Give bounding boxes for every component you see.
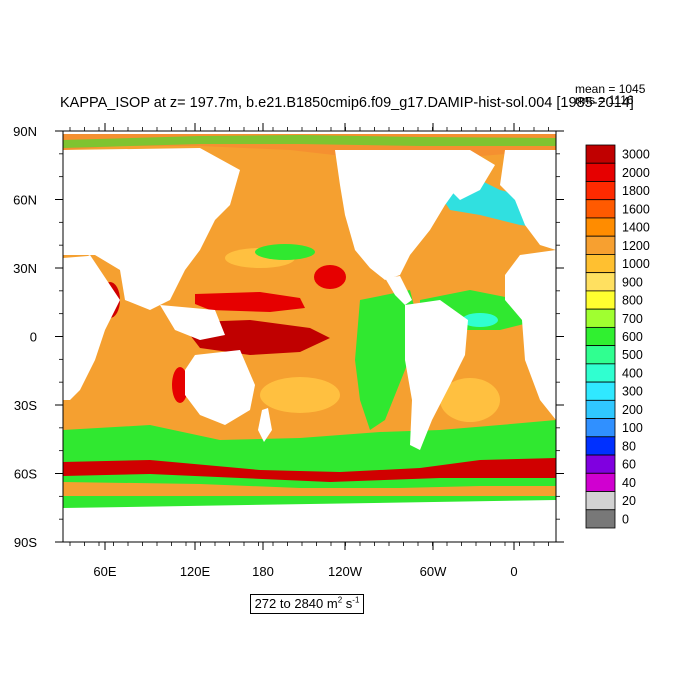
- antarctica: [63, 500, 556, 542]
- australia: [185, 350, 255, 425]
- equatorial-pacific-max: [190, 320, 330, 355]
- central-america: [385, 276, 412, 305]
- x-tick-label: 60E: [93, 564, 116, 579]
- hawaii-max: [314, 265, 346, 289]
- y-tick-label: 60S: [14, 467, 37, 482]
- east-pacific-green: [355, 290, 420, 430]
- colorbar-label: 100: [622, 421, 643, 435]
- colorbar-label: 20: [622, 494, 636, 508]
- colorbar-label: 40: [622, 476, 636, 490]
- colorbar-label: 1600: [622, 202, 650, 216]
- x-tick-label: 180: [252, 564, 274, 579]
- arctic-land: [63, 131, 556, 134]
- range-unit: s: [342, 596, 353, 611]
- colorbar-box: [585, 363, 616, 383]
- south-america: [405, 300, 468, 450]
- x-tick-label: 120E: [180, 564, 211, 579]
- arctic-green-edge: [63, 135, 556, 148]
- y-tick-label: 90N: [13, 124, 37, 139]
- colorbar-box: [585, 381, 616, 401]
- colorbar-box: [585, 162, 616, 182]
- north-pacific-green: [255, 244, 315, 260]
- x-tick-label: 60W: [420, 564, 447, 579]
- colorbar-box: [585, 326, 616, 347]
- new-zealand: [258, 408, 272, 442]
- arabia: [63, 256, 100, 310]
- colorbar: 3000200018001600140012001000900800700600…: [585, 144, 650, 529]
- colorbar-label: 3000: [622, 148, 650, 162]
- y-tick-label: 90S: [14, 535, 37, 550]
- colorbar-box: [585, 217, 616, 237]
- y-tick-label: 0: [30, 330, 37, 345]
- colorbar-label: 700: [622, 312, 643, 326]
- range-exp-1: 2: [337, 595, 343, 605]
- colorbar-box: [585, 144, 616, 164]
- colorbar-label: 800: [622, 294, 643, 308]
- colorbar-box: [585, 181, 616, 201]
- antarctic-red-edge: [63, 458, 556, 482]
- plot-title: KAPPA_ISOP at z= 197.7m, b.e21.B1850cmip…: [60, 95, 634, 111]
- colorbar-box: [585, 235, 616, 255]
- mean-label: mean = 1045: [575, 82, 646, 96]
- rms-label: rms = 1116: [575, 93, 634, 107]
- y-tick-label: 60N: [13, 193, 37, 208]
- caribbean-cyan: [462, 313, 498, 327]
- colorbar-box: [585, 472, 616, 492]
- colorbar-box: [585, 418, 616, 438]
- atlantic-south-yellow: [440, 378, 500, 422]
- colorbar-label: 1800: [622, 184, 650, 198]
- indian-red: [172, 367, 188, 403]
- range-label: 272 to 2840 m2 s-1: [250, 594, 364, 614]
- y-tick-label: 30S: [14, 398, 37, 413]
- colorbar-label: 600: [622, 330, 643, 344]
- india: [125, 260, 155, 305]
- colorbar-box: [585, 272, 616, 292]
- colorbar-label: 500: [622, 348, 643, 362]
- latitude-ticks: 90N 60N 30N 0 30S 60S 90S: [13, 124, 564, 550]
- colorbar-box: [585, 290, 616, 310]
- colorbar-label: 400: [622, 366, 643, 380]
- range-exp-2: -1: [352, 595, 360, 605]
- colorbar-label: 60: [622, 458, 636, 472]
- colorbar-box: [585, 399, 616, 419]
- colorbar-box: [585, 509, 616, 529]
- colorbar-label: 1000: [622, 257, 650, 271]
- colorbar-label: 900: [622, 275, 643, 289]
- greenland: [420, 150, 495, 200]
- colorbar-box: [585, 254, 616, 274]
- north-pacific-red: [195, 292, 305, 312]
- north-america: [335, 150, 470, 280]
- antarctic-orange-edge: [63, 482, 556, 496]
- africa-west: [505, 250, 556, 420]
- colorbar-box: [585, 454, 616, 474]
- colorbar-label: 2000: [622, 166, 650, 180]
- colorbar-box: [585, 199, 616, 219]
- colorbar-label: 1200: [622, 239, 650, 253]
- colorbar-box: [585, 436, 616, 456]
- europe: [500, 150, 556, 250]
- south-pacific-yellow: [260, 377, 340, 413]
- map-area: [63, 131, 556, 542]
- range-prefix: 272 to 2840 m: [254, 596, 338, 611]
- longitude-ticks: 60E 120E 180 120W 60W 0: [69, 123, 549, 579]
- colorbar-label: 0: [622, 512, 629, 526]
- indonesia: [160, 305, 225, 340]
- x-tick-label: 0: [510, 564, 517, 579]
- asia: [63, 148, 240, 310]
- colorbar-box: [585, 345, 616, 365]
- colorbar-box: [585, 491, 616, 511]
- colorbar-label: 200: [622, 403, 643, 417]
- colorbar-label: 80: [622, 439, 636, 453]
- land-masses: [63, 131, 556, 542]
- y-tick-label: 30N: [13, 261, 37, 276]
- colorbar-box: [585, 308, 616, 328]
- colorbar-label: 1400: [622, 221, 650, 235]
- x-tick-label: 120W: [328, 564, 363, 579]
- colorbar-label: 300: [622, 385, 643, 399]
